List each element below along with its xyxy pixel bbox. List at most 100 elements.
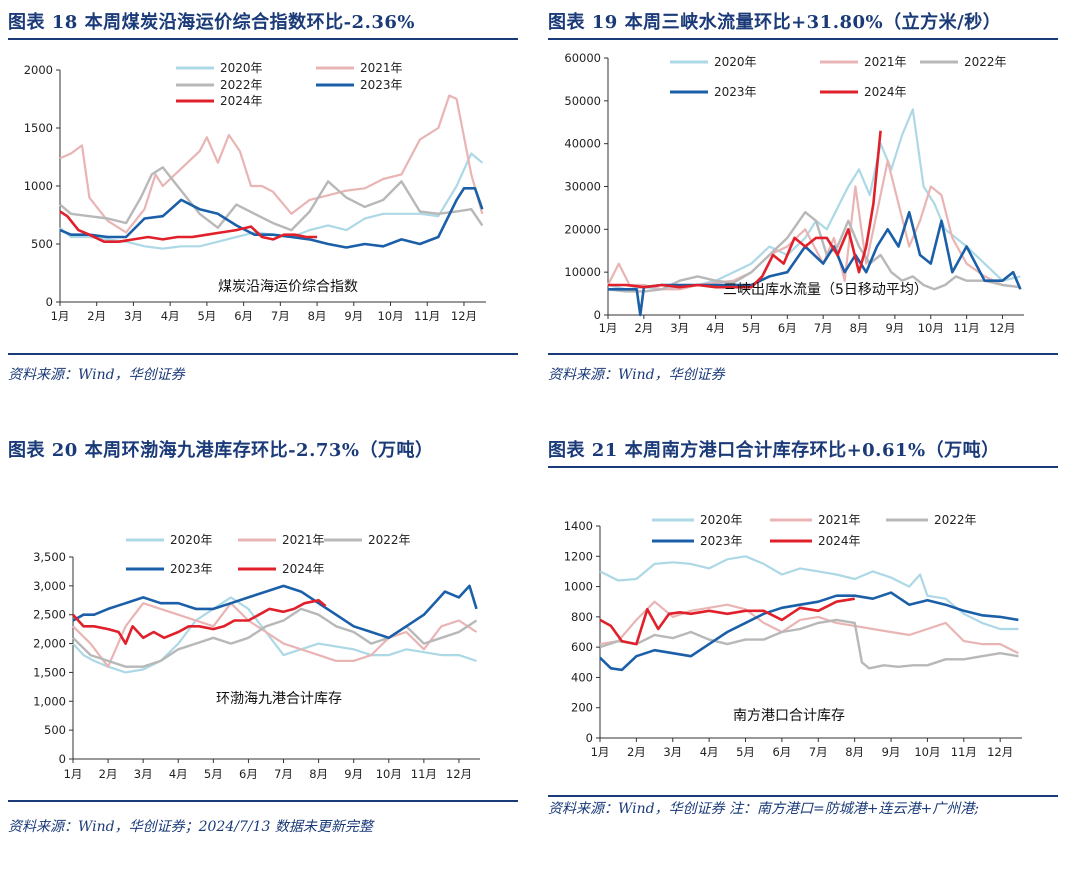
x-tick-label: 10月 — [918, 321, 944, 335]
x-tick-label: 2月 — [634, 321, 653, 335]
chart-annotation: 三峡出库水流量（5日移动平均） — [723, 282, 928, 298]
series-line-2021 — [72, 602, 478, 668]
x-tick-label: 9月 — [344, 767, 363, 781]
x-tick-label: 8月 — [309, 767, 328, 781]
x-tick-label: 2月 — [627, 745, 646, 759]
x-tick-label: 1月 — [51, 309, 70, 323]
legend-label-2024: 2024年 — [220, 94, 263, 108]
title-rule — [548, 466, 1058, 468]
y-tick-label: 0 — [59, 752, 66, 766]
legend-label-2022: 2022年 — [368, 533, 411, 547]
legend-label-2020: 2020年 — [170, 533, 213, 547]
panel-coal-freight: 图表 18 本周煤炭沿海运价综合指数环比-2.36% 0 500 1000 1500 2… — [8, 0, 518, 390]
chart-title: 图表 21 本周南方港口合计库存环比+0.61%（万吨） — [548, 440, 1000, 461]
y-tick-label: 1000 — [564, 580, 593, 594]
x-tick-label: 12月 — [987, 745, 1013, 759]
series-line-2022 — [59, 166, 484, 232]
x-tick-label: 10月 — [377, 309, 403, 323]
x-tick-label: 8月 — [850, 321, 869, 335]
x-tick-label: 11月 — [951, 745, 977, 759]
x-tick-label: 3月 — [670, 321, 689, 335]
x-tick-label: 7月 — [274, 767, 293, 781]
y-tick-label: 2000 — [24, 63, 53, 77]
y-tick-label: 2,500 — [33, 608, 66, 622]
legend-label-2021: 2021年 — [360, 61, 403, 75]
y-tick-label: 30000 — [564, 180, 601, 194]
y-tick-label: 1200 — [564, 549, 593, 563]
y-tick-label: 3,000 — [33, 579, 66, 593]
series-line-2023 — [599, 591, 1019, 672]
x-tick-label: 8月 — [308, 309, 327, 323]
legend-label-2020: 2020年 — [700, 513, 743, 527]
y-tick-label: 1,500 — [33, 665, 66, 679]
chart-annotation: 煤炭沿海运价综合指数 — [218, 279, 358, 295]
source-note: 资料来源：Wind，华创证券 注：南方港口=防城港+连云港+广州港; — [548, 801, 979, 817]
x-tick-label: 2月 — [99, 767, 118, 781]
x-tick-label: 5月 — [197, 309, 216, 323]
series-line-2021 — [59, 94, 484, 234]
source-note: 资料来源：Wind，华创证券 — [548, 367, 725, 383]
chart-annotation: 环渤海九港合计库存 — [216, 691, 342, 707]
chart-c19: 0 10000 20000 30000 40000 50000 60000 1月 2月 3月 4月 5… — [564, 51, 1024, 335]
series-line-2023 — [72, 584, 478, 640]
x-tick-label: 10月 — [914, 745, 940, 759]
x-tick-label: 5月 — [736, 745, 755, 759]
legend-label-2024: 2024年 — [818, 534, 861, 548]
y-tick-label: 1400 — [564, 519, 593, 533]
x-tick-label: 2月 — [87, 309, 106, 323]
source-rule — [8, 800, 518, 802]
y-tick-label: 800 — [571, 610, 593, 624]
x-tick-label: 10月 — [376, 767, 402, 781]
legend-label-2021: 2021年 — [864, 55, 907, 69]
x-tick-label: 6月 — [778, 321, 797, 335]
x-tick-label: 4月 — [700, 745, 719, 759]
x-tick-label: 4月 — [161, 309, 180, 323]
y-tick-label: 20000 — [564, 222, 601, 236]
y-tick-label: 600 — [571, 640, 593, 654]
x-tick-label: 1月 — [599, 321, 618, 335]
legend-label-2024: 2024年 — [282, 562, 325, 576]
x-tick-label: 6月 — [234, 309, 253, 323]
x-tick-label: 8月 — [845, 745, 864, 759]
legend-label-2023: 2023年 — [714, 85, 757, 99]
x-tick-label: 1月 — [591, 745, 610, 759]
x-tick-label: 12月 — [446, 767, 472, 781]
legend-label-2020: 2020年 — [714, 55, 757, 69]
y-tick-label: 500 — [31, 237, 53, 251]
legend-label-2022: 2022年 — [220, 78, 263, 92]
y-tick-label: 1500 — [24, 121, 53, 135]
legend-label-2023: 2023年 — [170, 562, 213, 576]
x-tick-label: 4月 — [706, 321, 725, 335]
series-line-2024 — [608, 130, 882, 289]
legend-label-2021: 2021年 — [818, 513, 861, 527]
x-tick-label: 7月 — [271, 309, 290, 323]
y-tick-label: 0 — [594, 308, 601, 322]
title-rule — [548, 38, 1058, 40]
chart-annotation: 南方港口合计库存 — [733, 708, 845, 724]
legend-label-2023: 2023年 — [360, 78, 403, 92]
chart-title: 图表 18 本周煤炭沿海运价综合指数环比-2.36% — [8, 12, 415, 33]
y-tick-label: 400 — [571, 670, 593, 684]
y-tick-label: 40000 — [564, 137, 601, 151]
x-tick-label: 1月 — [64, 767, 83, 781]
x-tick-label: 11月 — [954, 321, 980, 335]
chart-title: 图表 19 本周三峡水流量环比+31.80%（立方米/秒） — [548, 12, 1002, 33]
legend-label-2023: 2023年 — [700, 534, 743, 548]
source-note: 资料来源：Wind，华创证券；2024/7/13 数据未更新完整 — [8, 819, 373, 835]
source-rule — [548, 795, 1058, 797]
series-line-2022 — [72, 607, 478, 668]
y-tick-label: 1000 — [24, 179, 53, 193]
x-tick-label: 4月 — [169, 767, 188, 781]
legend-label-2020: 2020年 — [220, 61, 263, 75]
x-tick-label: 7月 — [814, 321, 833, 335]
series-line-2024 — [72, 599, 327, 645]
x-tick-label: 7月 — [809, 745, 828, 759]
x-tick-label: 3月 — [134, 767, 153, 781]
series-line-2022 — [607, 211, 1021, 293]
y-tick-label: 50000 — [564, 94, 601, 108]
x-tick-label: 6月 — [239, 767, 258, 781]
chart-c18: 0 500 1000 1500 2000 1月 2月 3月 4月 5月 6月 7月 8月 9月 10月 11月… — [24, 61, 486, 323]
legend-label-2024: 2024年 — [864, 85, 907, 99]
y-tick-label: 0 — [46, 295, 53, 309]
x-tick-label: 12月 — [989, 321, 1015, 335]
